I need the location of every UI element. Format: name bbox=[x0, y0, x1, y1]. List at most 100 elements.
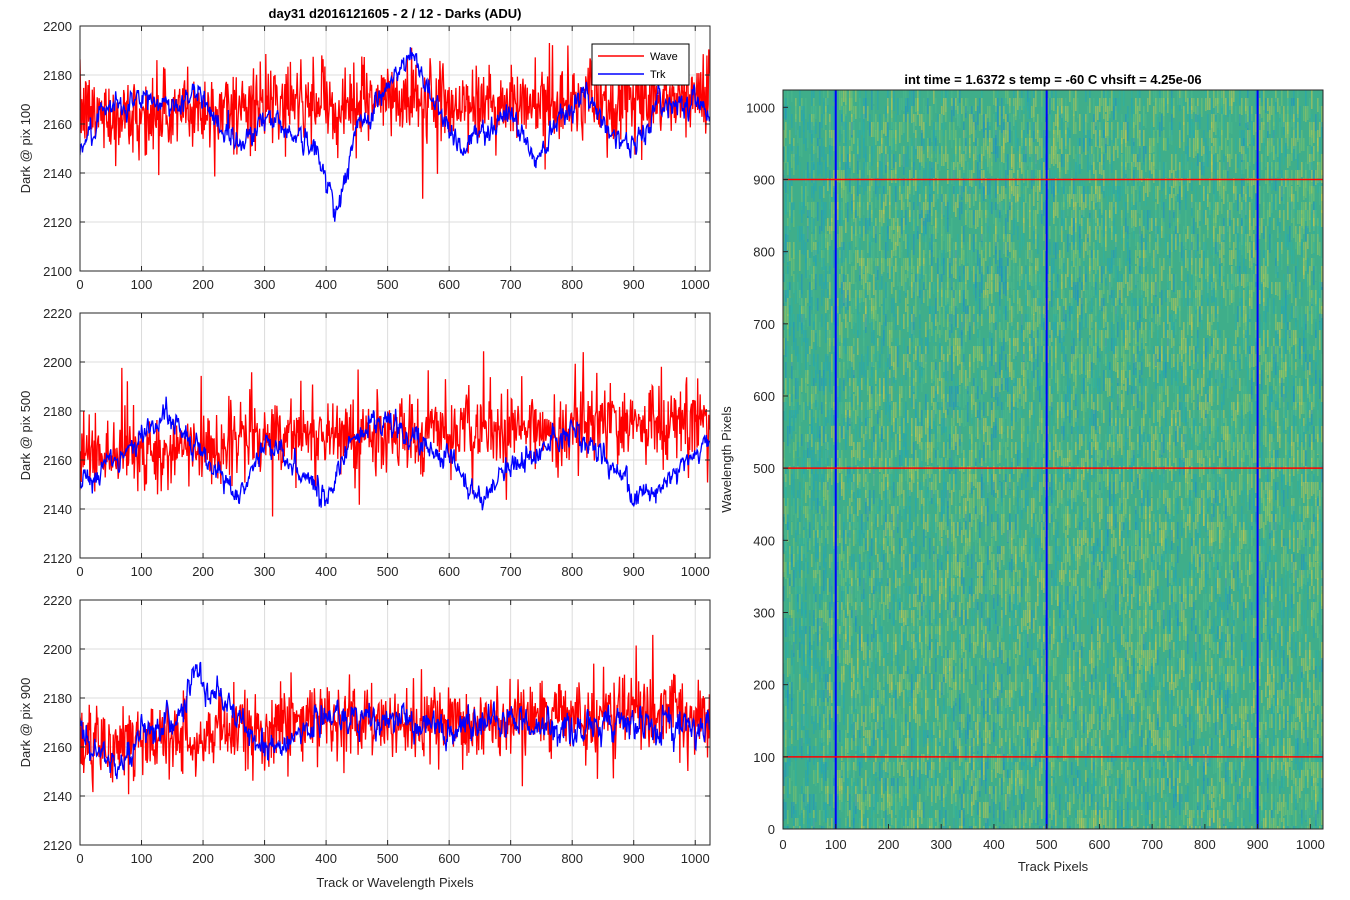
heatmap-cell bbox=[1131, 290, 1133, 307]
heatmap-cell bbox=[965, 186, 967, 204]
heatmap-cell bbox=[793, 314, 795, 327]
heatmap-cell bbox=[1309, 130, 1311, 145]
heatmap-cell bbox=[1121, 122, 1123, 136]
heatmap-cell bbox=[811, 314, 813, 331]
heatmap-cell bbox=[1209, 98, 1211, 110]
heatmap-cell bbox=[1249, 146, 1251, 166]
heatmap-cell bbox=[1233, 346, 1235, 360]
heatmap-cell bbox=[987, 178, 989, 195]
heatmap-cell bbox=[1147, 98, 1149, 112]
heatmap-cell bbox=[881, 250, 883, 263]
heatmap-cell bbox=[981, 362, 983, 377]
heatmap-cell bbox=[1171, 330, 1173, 348]
heatmap-cell bbox=[1057, 202, 1059, 218]
heatmap-cell bbox=[1067, 362, 1069, 378]
heatmap-cell bbox=[1225, 226, 1227, 240]
heatmap-cell bbox=[845, 218, 847, 233]
heatmap-cell bbox=[1103, 186, 1105, 198]
heatmap-cell bbox=[921, 266, 923, 279]
heatmap-cell bbox=[1223, 242, 1225, 255]
series-line-wave bbox=[80, 42, 710, 199]
heatmap-cell bbox=[1011, 362, 1013, 380]
heatmap-cell bbox=[1131, 202, 1133, 215]
heatmap-cell bbox=[1191, 194, 1193, 208]
heatmap-cell bbox=[1129, 322, 1131, 343]
heatmap-cell bbox=[963, 266, 965, 280]
heatmap-cell bbox=[1219, 130, 1221, 148]
heatmap-cell bbox=[859, 266, 861, 281]
heatmap-cell bbox=[1063, 138, 1065, 150]
heatmap-cell bbox=[959, 146, 961, 164]
heatmap-cell bbox=[991, 138, 993, 152]
heatmap-cell bbox=[1165, 362, 1167, 379]
heatmap-cell bbox=[1219, 186, 1221, 200]
heatmap-cell bbox=[839, 210, 841, 223]
heatmap-cell bbox=[1173, 402, 1175, 414]
heatmap-cell bbox=[977, 386, 979, 399]
heatmap-cell bbox=[783, 338, 785, 355]
heatmap-cell bbox=[1233, 290, 1235, 302]
heatmap-cell bbox=[1039, 314, 1041, 333]
heatmap-cell bbox=[1033, 226, 1035, 244]
y-tick-label: 2180 bbox=[43, 691, 72, 706]
heatmap-cell bbox=[913, 234, 915, 255]
heatmap-cell bbox=[1155, 138, 1157, 156]
heatmap-cell bbox=[1127, 226, 1129, 239]
heatmap-cell bbox=[1319, 122, 1321, 137]
heatmap-cell bbox=[869, 170, 871, 191]
heatmap-cell bbox=[1081, 210, 1083, 225]
heatmap-cell bbox=[997, 194, 999, 209]
heatmap-cell bbox=[1245, 354, 1247, 370]
heatmap-cell bbox=[1113, 90, 1115, 104]
heatmap-cell bbox=[859, 178, 861, 194]
heatmap-cell bbox=[1249, 282, 1251, 294]
heatmap-cell bbox=[1219, 98, 1221, 114]
heatmap-cell bbox=[967, 290, 969, 305]
heatmap-cell bbox=[1243, 138, 1245, 151]
heatmap-cell bbox=[959, 370, 961, 385]
heatmap-cell bbox=[1093, 250, 1095, 270]
heatmap-cell bbox=[873, 138, 875, 152]
heatmap-cell bbox=[1095, 106, 1097, 126]
heatmap-cell bbox=[979, 282, 981, 297]
heatmap-cell bbox=[1265, 394, 1267, 407]
heatmap-cell bbox=[945, 362, 947, 381]
heatmap-cell bbox=[1311, 378, 1313, 393]
heatmap-cell bbox=[897, 394, 899, 409]
heatmap-cell bbox=[1075, 282, 1077, 300]
heatmap-cell bbox=[891, 114, 893, 129]
heatmap-cell bbox=[1051, 178, 1053, 194]
heatmap-cell bbox=[985, 210, 987, 223]
heatmap-cell bbox=[1199, 114, 1201, 129]
heatmap-cell bbox=[1233, 194, 1235, 210]
heatmap-cell bbox=[885, 154, 887, 173]
heatmap-cell bbox=[1113, 306, 1115, 324]
heatmap-cell bbox=[1251, 386, 1253, 399]
heatmap-cell bbox=[1123, 234, 1125, 251]
heatmap-cell bbox=[1029, 98, 1031, 119]
heatmap-cell bbox=[1181, 282, 1183, 298]
legend[interactable]: Wave Trk bbox=[591, 43, 690, 86]
heatmap-cell bbox=[951, 170, 953, 184]
heatmap-cell bbox=[899, 122, 901, 143]
heatmap-cell bbox=[1283, 194, 1285, 213]
x-tick-label: 600 bbox=[438, 851, 460, 866]
heatmap-cell bbox=[871, 362, 873, 377]
heatmap-cell bbox=[1137, 370, 1139, 389]
heatmap-cell bbox=[981, 154, 983, 169]
y-tick-label: 2180 bbox=[43, 404, 72, 419]
heatmap-cell bbox=[805, 98, 807, 119]
heatmap-cell bbox=[911, 370, 913, 389]
heatmap-cell bbox=[851, 362, 853, 378]
heatmap-cell bbox=[1241, 242, 1243, 255]
heatmap-cell bbox=[913, 146, 915, 166]
heatmap-cell bbox=[1117, 346, 1119, 361]
heatmap-cell bbox=[1113, 226, 1115, 241]
heatmap-cell bbox=[787, 274, 789, 289]
heatmap-cell bbox=[1145, 306, 1147, 319]
heatmap-cell bbox=[1279, 186, 1281, 204]
heatmap-cell bbox=[895, 186, 897, 207]
heatmap-cell bbox=[1129, 218, 1131, 233]
heatmap-cell bbox=[843, 178, 845, 190]
heatmap-cell bbox=[985, 114, 987, 128]
